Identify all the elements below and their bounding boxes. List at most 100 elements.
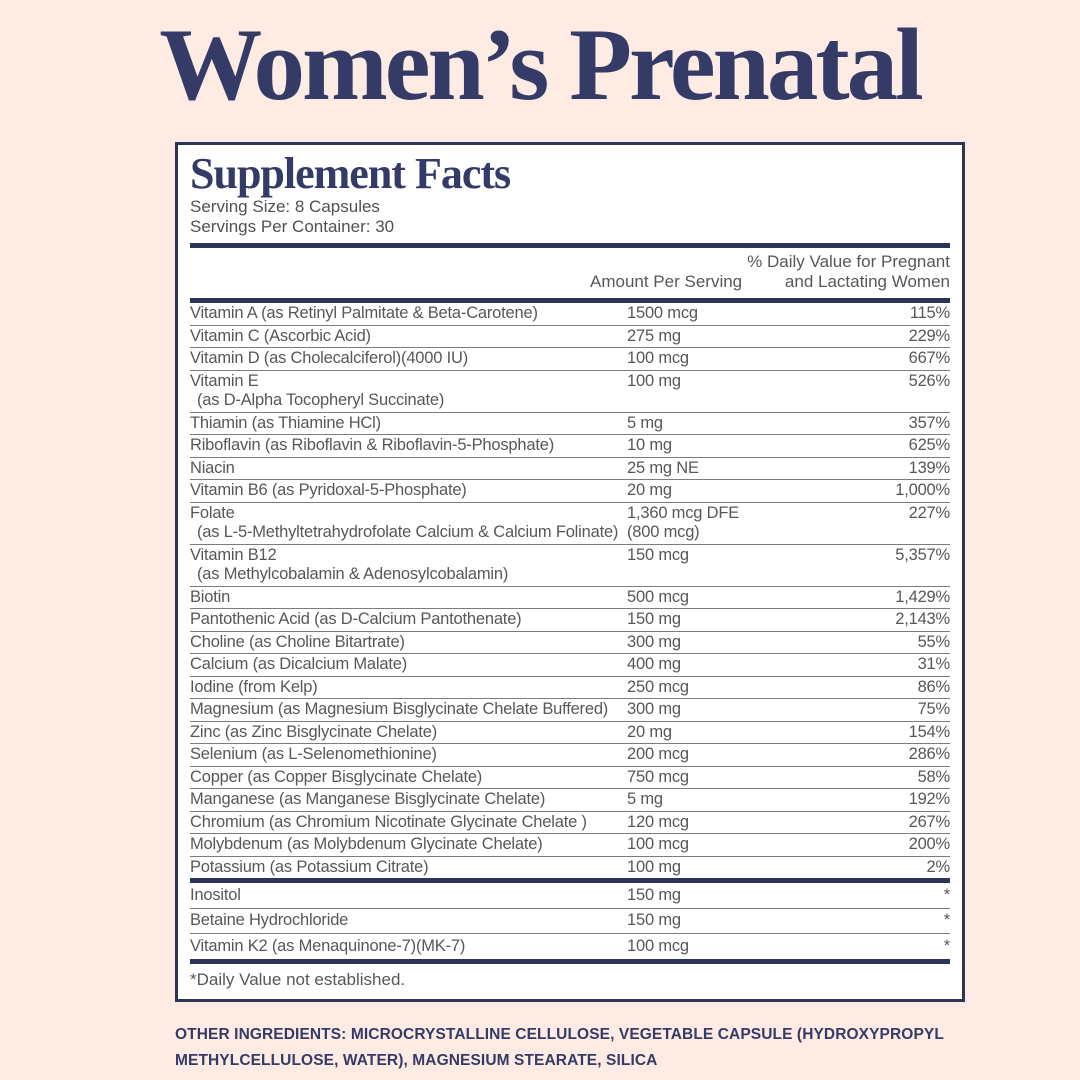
nutrient-amount: 100 mcg — [627, 937, 840, 957]
table-row: Vitamin K2 (as Menaquinone-7)(MK-7) 100 … — [190, 934, 950, 959]
nutrient-name-line1: Vitamin B12 — [190, 545, 277, 564]
nutrient-daily-value: 154% — [908, 722, 951, 741]
nutrient-amount: 500 mcg — [627, 588, 840, 608]
nutrient-amount: 150 mcg — [627, 546, 840, 566]
nutrient-name-line2: (as D-Alpha Tocopheryl Succinate) — [197, 391, 445, 410]
nutrient-name: Vitamin A (as Retinyl Palmitate & Beta-C… — [190, 304, 627, 324]
nutrient-amount-line1: 750 mcg — [627, 767, 689, 786]
nutrient-daily-value: 192% — [908, 790, 951, 809]
nutrient-name: Biotin — [190, 588, 627, 608]
nutrient-daily-value: * — [943, 885, 950, 904]
nutrient-amount-line1: 1,360 mcg DFE — [627, 503, 740, 522]
table-row: Vitamin C (Ascorbic Acid) 275 mg 229% — [190, 326, 950, 349]
other-ingredients: OTHER INGREDIENTS: MICROCRYSTALLINE CELL… — [175, 1022, 960, 1074]
nutrient-name-line1: Inositol — [190, 885, 241, 904]
nutrient-daily-value: 58% — [917, 767, 951, 786]
nutrient-daily-value: 200% — [908, 835, 951, 854]
nutrient-name-line1: Copper (as Copper Bisglycinate Chelate) — [190, 767, 483, 786]
nutrient-daily-value: * — [943, 936, 950, 955]
servings-per-container: Servings Per Container: 30 — [190, 217, 395, 237]
table-row: Magnesium (as Magnesium Bisglycinate Che… — [190, 699, 950, 722]
nutrient-amount-line1: 20 mg — [627, 481, 672, 500]
nutrient-amount-line1: 275 mg — [627, 326, 681, 345]
nutrient-daily-value: 31% — [917, 655, 951, 674]
nutrient-name-line1: Vitamin E — [190, 371, 259, 390]
nutrient-name: Vitamin B6 (as Pyridoxal-5-Phosphate) — [190, 481, 627, 501]
nutrient-name-line1: Selenium (as L-Selenomethionine) — [190, 745, 437, 764]
nutrient-name-line1: Betaine Hydrochloride — [190, 911, 349, 930]
table-row: Riboflavin (as Riboflavin & Riboflavin-5… — [190, 435, 950, 458]
table-row: Biotin 500 mcg 1,429% — [190, 587, 950, 610]
nutrient-daily-value: 5,357% — [895, 545, 950, 564]
nutrient-name: Betaine Hydrochloride — [190, 911, 627, 931]
nutrient-amount-line1: 5 mg — [627, 413, 663, 432]
nutrient-name: Riboflavin (as Riboflavin & Riboflavin-5… — [190, 436, 627, 456]
nutrient-name-line1: Manganese (as Manganese Bisglycinate Che… — [190, 790, 546, 809]
nutrient-name-line1: Chromium (as Chromium Nicotinate Glycina… — [190, 812, 587, 831]
nutrient-daily-value: 1,429% — [895, 587, 950, 606]
nutrient-name-line1: Vitamin A (as Retinyl Palmitate & Beta-C… — [190, 304, 538, 323]
nutrient-amount-line1: 25 mg NE — [627, 458, 699, 477]
nutrient-name: Thiamin (as Thiamine HCl) — [190, 414, 627, 434]
supplement-facts-heading: Supplement Facts — [190, 149, 511, 198]
nutrient-amount-line1: 20 mg — [627, 722, 672, 741]
nutrient-name: Vitamin D (as Cholecalciferol)(4000 IU) — [190, 349, 627, 369]
serving-size: Serving Size: 8 Capsules — [190, 197, 380, 217]
nutrient-amount-line1: 120 mcg — [627, 812, 689, 831]
nutrient-name: Pantothenic Acid (as D-Calcium Pantothen… — [190, 610, 627, 630]
nutrient-name-line1: Vitamin C (Ascorbic Acid) — [190, 326, 371, 345]
nutrient-name: Selenium (as L-Selenomethionine) — [190, 745, 627, 765]
nutrient-name: Magnesium (as Magnesium Bisglycinate Che… — [190, 700, 627, 720]
nutrient-amount: 150 mg — [627, 886, 840, 906]
nutrient-amount-line1: 300 mg — [627, 700, 681, 719]
nutrient-amount-line1: 400 mg — [627, 655, 681, 674]
nutrient-name-line1: Biotin — [190, 587, 231, 606]
nutrient-name-line1: Molybdenum (as Molybdenum Glycinate Chel… — [190, 835, 543, 854]
amount-per-serving-header: Amount Per Serving — [590, 272, 743, 292]
table-row: Calcium (as Dicalcium Malate) 400 mg 31% — [190, 654, 950, 677]
other-ingredients-text: MICROCRYSTALLINE CELLULOSE, VEGETABLE CA… — [175, 1025, 944, 1069]
nutrient-daily-value: 139% — [908, 458, 951, 477]
nutrient-amount-line1: 150 mg — [627, 885, 681, 904]
nutrient-name: Chromium (as Chromium Nicotinate Glycina… — [190, 813, 627, 833]
nutrient-name: Vitamin B12 (as Methylcobalamin & Adenos… — [190, 546, 627, 585]
table-row: Vitamin D (as Cholecalciferol)(4000 IU) … — [190, 348, 950, 371]
nutrient-name-line1: Pantothenic Acid (as D-Calcium Pantothen… — [190, 610, 522, 629]
daily-value-footnote: *Daily Value not established. — [190, 969, 406, 989]
nutrient-name-line1: Calcium (as Dicalcium Malate) — [190, 655, 407, 674]
nutrient-name-line1: Riboflavin (as Riboflavin & Riboflavin-5… — [190, 436, 554, 455]
nutrient-amount: 400 mg — [627, 655, 840, 675]
table-row: Vitamin B12 (as Methylcobalamin & Adenos… — [190, 545, 950, 587]
table-row: Vitamin E (as D-Alpha Tocopheryl Succina… — [190, 371, 950, 413]
nutrient-name-line1: Thiamin (as Thiamine HCl) — [190, 413, 381, 432]
nutrient-amount-line1: 5 mg — [627, 790, 663, 809]
nutrient-daily-value: 86% — [917, 677, 951, 696]
nutrient-name-line1: Vitamin D (as Cholecalciferol)(4000 IU) — [190, 349, 469, 368]
nutrient-amount: 200 mcg — [627, 745, 840, 765]
nutrient-name: Molybdenum (as Molybdenum Glycinate Chel… — [190, 835, 627, 855]
nutrient-amount-line1: 100 mcg — [627, 835, 689, 854]
nutrient-amount-line1: 300 mg — [627, 632, 681, 651]
nutrient-name-line1: Magnesium (as Magnesium Bisglycinate Che… — [190, 700, 609, 719]
table-row: Thiamin (as Thiamine HCl) 5 mg 357% — [190, 413, 950, 436]
nutrient-amount: 150 mg — [627, 610, 840, 630]
nutrient-daily-value: 55% — [917, 632, 951, 651]
nutrient-name-line1: Niacin — [190, 458, 235, 477]
nutrient-amount: 275 mg — [627, 327, 840, 347]
table-row: Inositol 150 mg * — [190, 883, 950, 909]
supplement-facts-panel: Supplement Facts Serving Size: 8 Capsule… — [175, 142, 965, 1002]
nutrient-daily-value: 526% — [908, 371, 951, 390]
nutrient-amount-line1: 100 mcg — [627, 349, 689, 368]
nutrient-amount-line1: 500 mcg — [627, 587, 689, 606]
nutrient-amount: 100 mcg — [627, 835, 840, 855]
nutrient-amount: 120 mcg — [627, 813, 840, 833]
nutrient-amount: 150 mg — [627, 911, 840, 931]
daily-value-header: % Daily Value for Pregnant and Lactating… — [747, 252, 950, 292]
nutrient-name-line2: (as Methylcobalamin & Adenosylcobalamin) — [197, 565, 509, 584]
nutrient-daily-value: 286% — [908, 745, 951, 764]
nutrient-name: Vitamin E (as D-Alpha Tocopheryl Succina… — [190, 372, 627, 411]
nutrient-name: Manganese (as Manganese Bisglycinate Che… — [190, 790, 627, 810]
nutrient-name: Iodine (from Kelp) — [190, 678, 627, 698]
table-row: Folate (as L-5-Methyltetrahydrofolate Ca… — [190, 503, 950, 545]
other-ingredients-label: OTHER INGREDIENTS: — [175, 1025, 347, 1043]
